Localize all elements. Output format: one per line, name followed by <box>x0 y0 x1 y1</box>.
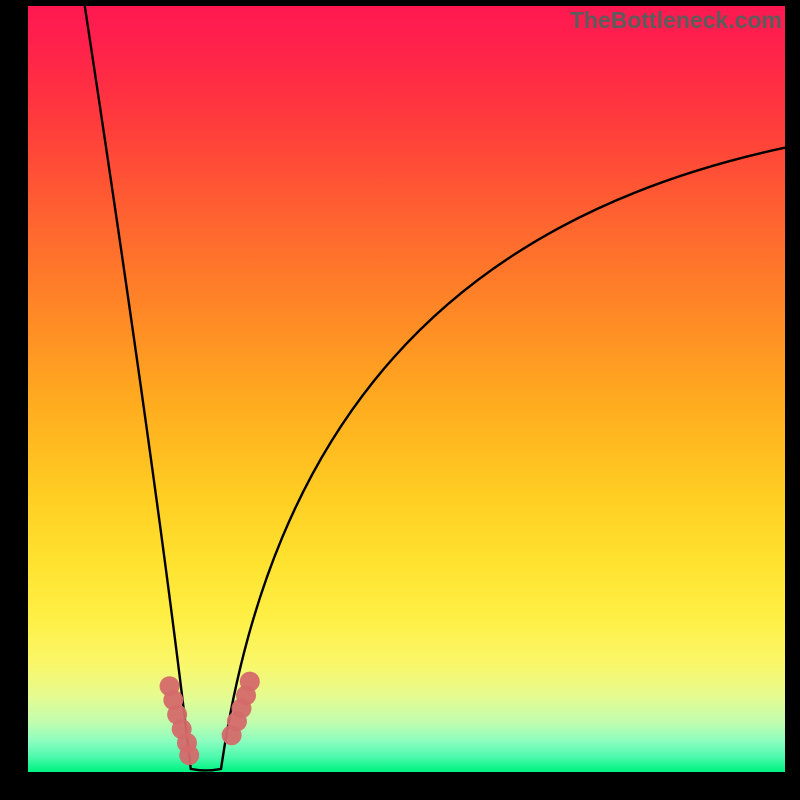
data-marker <box>179 745 199 765</box>
data-marker <box>240 672 260 692</box>
bottleneck-curve-chart <box>28 6 785 772</box>
watermark-text: TheBottleneck.com <box>570 7 782 34</box>
